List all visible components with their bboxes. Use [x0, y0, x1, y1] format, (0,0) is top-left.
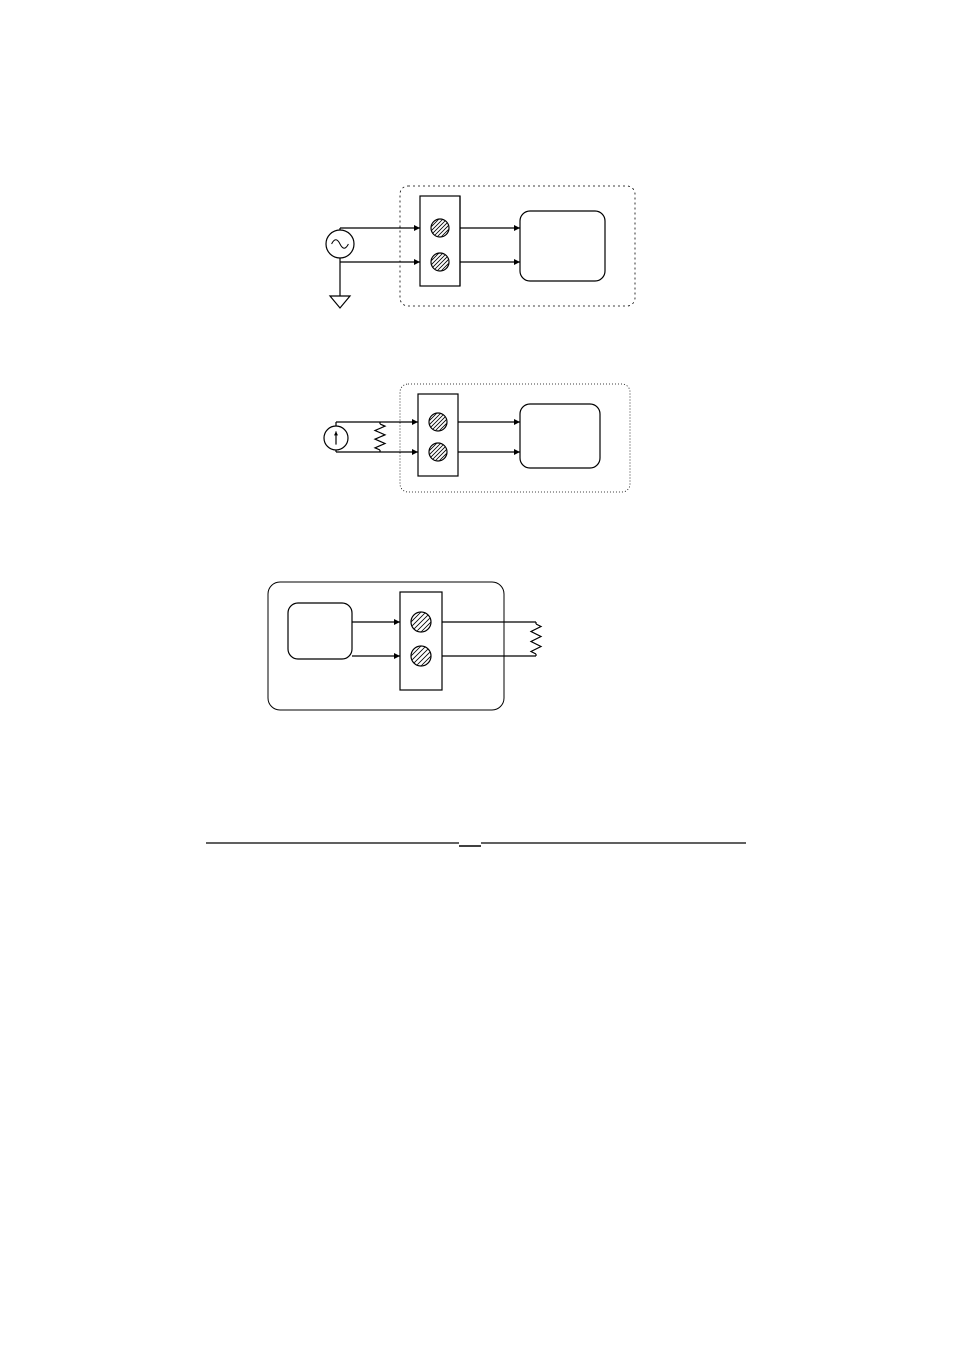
inner-block: [520, 211, 605, 281]
terminal-strip: [418, 394, 458, 476]
terminal-strip: [400, 592, 442, 690]
terminal-strip: [420, 196, 460, 286]
inner-block: [520, 404, 600, 468]
inner-block: [288, 603, 352, 659]
ground-icon: [330, 296, 350, 308]
canvas: [0, 0, 954, 1350]
